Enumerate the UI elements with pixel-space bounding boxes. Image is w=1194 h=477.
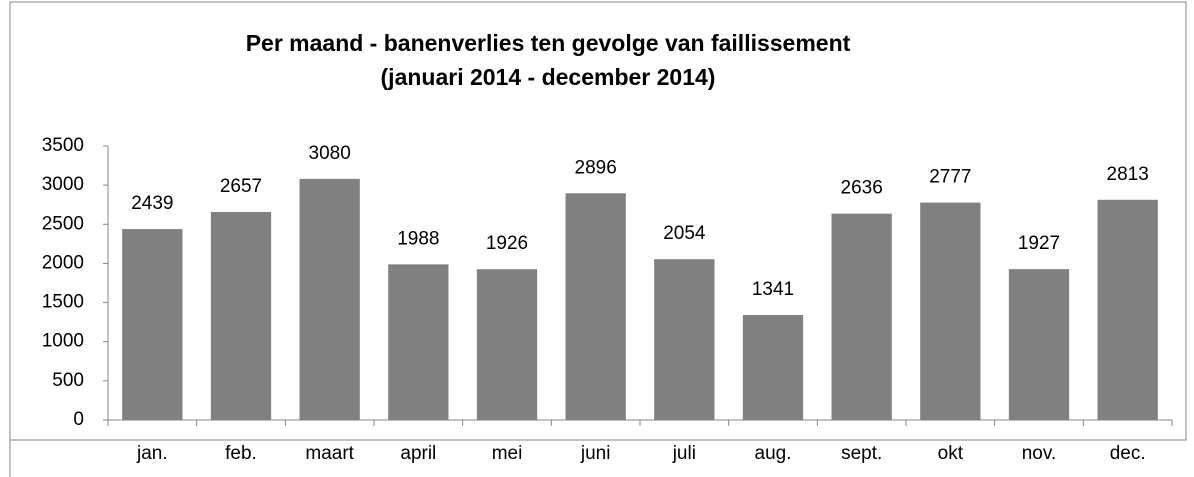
x-tick-label: mei bbox=[492, 443, 523, 464]
y-tick-label: 500 bbox=[52, 370, 84, 391]
data-label: 1926 bbox=[486, 233, 528, 254]
bar bbox=[476, 269, 538, 420]
x-tick-label: jan. bbox=[136, 443, 168, 464]
y-tick-label: 2500 bbox=[42, 213, 84, 234]
data-label: 1341 bbox=[752, 279, 794, 300]
chart-title: Per maand - banenverlies ten gevolge van… bbox=[246, 30, 851, 56]
bar bbox=[742, 315, 804, 420]
x-tick-label: dec. bbox=[1110, 443, 1146, 464]
x-tick-label: maart bbox=[305, 443, 354, 464]
x-tick-label: sept. bbox=[841, 443, 882, 464]
x-tick-label: aug. bbox=[755, 443, 792, 464]
x-tick-label: nov. bbox=[1022, 443, 1057, 464]
bar bbox=[920, 202, 981, 420]
y-tick-label: 1500 bbox=[42, 292, 84, 313]
y-tick-label: 2000 bbox=[42, 252, 84, 273]
bar bbox=[831, 213, 892, 420]
bar bbox=[1097, 199, 1158, 420]
data-label: 2439 bbox=[131, 193, 173, 214]
x-tick-label: juli bbox=[672, 443, 696, 464]
data-label: 1927 bbox=[1018, 233, 1060, 254]
data-label: 2636 bbox=[841, 178, 883, 199]
data-label: 2896 bbox=[575, 157, 617, 178]
y-tick-label: 1000 bbox=[42, 331, 84, 352]
bar bbox=[210, 211, 272, 420]
x-tick-label: feb. bbox=[225, 443, 257, 464]
bar bbox=[1008, 269, 1070, 420]
data-label: 2777 bbox=[929, 167, 971, 188]
chart-subtitle: (januari 2014 - december 2014) bbox=[381, 64, 716, 90]
x-tick-label: okt bbox=[938, 443, 964, 464]
bar bbox=[299, 178, 360, 420]
chart-border bbox=[9, 1, 1187, 477]
bar bbox=[122, 229, 183, 420]
data-label: 2657 bbox=[220, 176, 262, 197]
data-label: 2813 bbox=[1107, 164, 1149, 185]
y-tick-label: 3500 bbox=[42, 135, 84, 156]
bar bbox=[654, 259, 715, 420]
x-tick-label: juni bbox=[580, 443, 611, 464]
data-label: 1988 bbox=[397, 228, 439, 249]
data-label: 2054 bbox=[663, 223, 706, 244]
bar bbox=[388, 264, 449, 420]
y-tick-label: 3000 bbox=[42, 174, 84, 195]
bar bbox=[565, 193, 626, 420]
x-tick-label: april bbox=[400, 443, 436, 464]
y-tick-label: 0 bbox=[73, 409, 84, 430]
data-label: 3080 bbox=[309, 143, 351, 164]
